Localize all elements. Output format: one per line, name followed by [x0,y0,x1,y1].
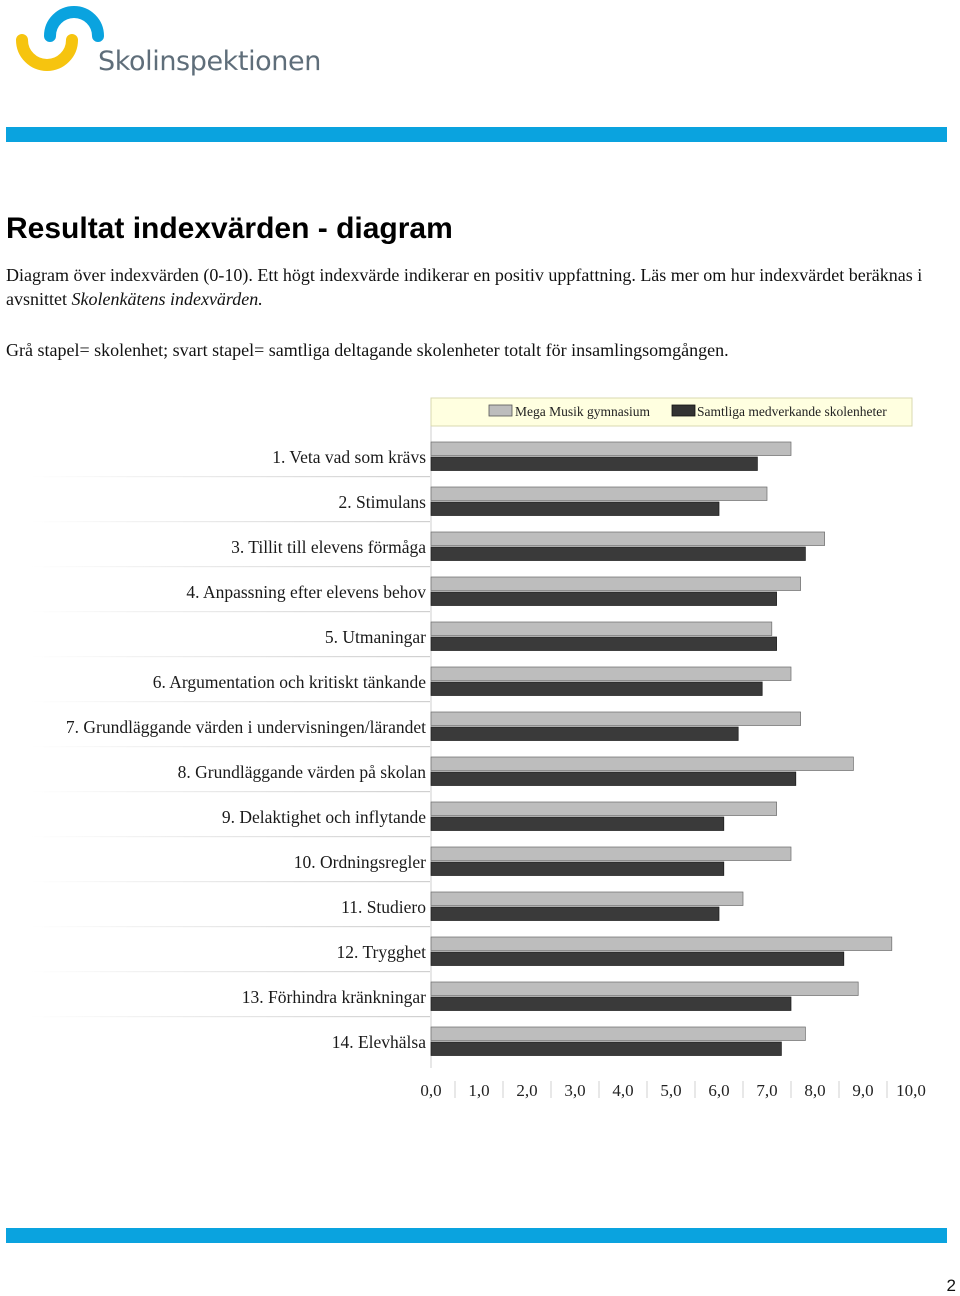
x-tick-label: 10,0 [896,1081,926,1100]
bar-all-schools [430,996,792,1011]
bar-school [430,531,825,546]
row-separator [30,656,430,658]
row-separator [30,971,430,973]
category-label: 3. Tillit till elevens förmåga [231,537,426,557]
row-separator [30,836,430,838]
category-label: 8. Grundläggande värden på skolan [178,762,427,782]
x-tick-label: 9,0 [852,1081,873,1100]
chart-svg: Mega Musik gymnasium Samtliga medverkand… [30,397,926,1100]
legend-swatch-all [671,404,696,417]
category-label: 13. Förhindra kränkningar [242,987,426,1007]
legend-label-all: Samtliga medverkande skolenheter [697,404,887,419]
page-title: Resultat indexvärden - diagram [6,212,453,245]
bar-group: 1. Veta vad som krävs 2. Stimulans 3. Till… [30,441,893,1056]
skolinspektionen-logo: Skolinspektionen [14,6,321,82]
chart-legend: Mega Musik gymnasium Samtliga medverkand… [430,397,913,427]
row-separator [30,476,430,478]
bar-all-schools [430,1041,782,1056]
index-bar-chart: Mega Musik gymnasium Samtliga medverkand… [0,390,960,1110]
bar-all-schools [430,456,758,471]
x-tick-label: 0,0 [420,1081,441,1100]
bar-school [430,801,777,816]
bar-school [430,981,859,996]
bar-school [430,486,768,501]
index-section-reference: Skolenkätens indexvärden. [71,289,263,309]
bar-school [430,666,792,681]
intro-text: Diagram över indexvärden (0-10). Ett hög… [6,265,923,309]
x-axis: 0,0 1,0 2,0 3,0 4,0 5,0 6,0 7,0 8,0 9,0 10,0 [420,1081,926,1100]
row-separator [30,611,430,613]
bar-all-schools [430,771,797,786]
bar-all-schools [430,951,845,966]
bar-school [430,891,744,906]
bar-school [430,846,792,861]
category-label: 7. Grundläggande värden i undervisningen… [66,717,426,737]
x-tick-label: 3,0 [564,1081,585,1100]
row-separator [30,881,430,883]
bar-school [430,441,792,456]
intro-paragraph: Diagram över indexvärden (0-10). Ett hög… [6,263,951,311]
page-number: 2 [946,1276,956,1295]
bar-all-schools [430,861,725,876]
category-label: 4. Anpassning efter elevens behov [186,582,426,602]
bar-all-schools [430,906,720,921]
x-tick-label: 4,0 [612,1081,633,1100]
category-label: 10. Ordningsregler [294,852,426,872]
category-label: 11. Studiero [341,897,426,917]
row-separator [30,791,430,793]
bar-all-schools [430,546,806,561]
bar-school [430,576,801,591]
bar-all-schools [430,636,777,651]
row-separator [30,746,430,748]
x-tick-label: 6,0 [708,1081,729,1100]
bar-all-schools [430,726,739,741]
category-label: 9. Delaktighet och inflytande [222,807,426,827]
row-separator [30,566,430,568]
bar-legend-note: Grå stapel= skolenhet; svart stapel= sam… [6,340,729,360]
bar-all-schools [430,591,777,606]
row-separator [30,926,430,928]
bar-school [430,621,773,636]
skolinspektionen-logo-icon [16,6,104,71]
bar-all-schools [430,501,720,516]
row-separator [30,1016,430,1018]
bar-all-schools [430,816,725,831]
x-tick-label: 8,0 [804,1081,825,1100]
top-color-band [6,127,947,142]
category-label: 1. Veta vad som krävs [272,447,426,467]
bar-school [430,936,893,951]
x-tick-label: 2,0 [516,1081,537,1100]
bar-school [430,711,801,726]
bar-school [430,1026,806,1041]
row-separator [30,521,430,523]
brand-name: Skolinspektionen [98,46,321,77]
legend-label-school: Mega Musik gymnasium [515,404,650,419]
row-separator [30,701,430,703]
legend-swatch-school [488,404,513,417]
bottom-color-band [6,1228,947,1243]
x-tick-label: 5,0 [660,1081,681,1100]
category-label: 12. Trygghet [337,942,427,962]
category-label: 2. Stimulans [338,492,426,512]
bar-school [430,756,854,771]
category-label: 6. Argumentation och kritiskt tänkande [153,672,427,692]
category-label: 14. Elevhälsa [332,1032,427,1052]
category-label: 5. Utmaningar [325,627,426,647]
x-tick-label: 1,0 [468,1081,489,1100]
bar-all-schools [430,681,763,696]
x-tick-label: 7,0 [756,1081,777,1100]
